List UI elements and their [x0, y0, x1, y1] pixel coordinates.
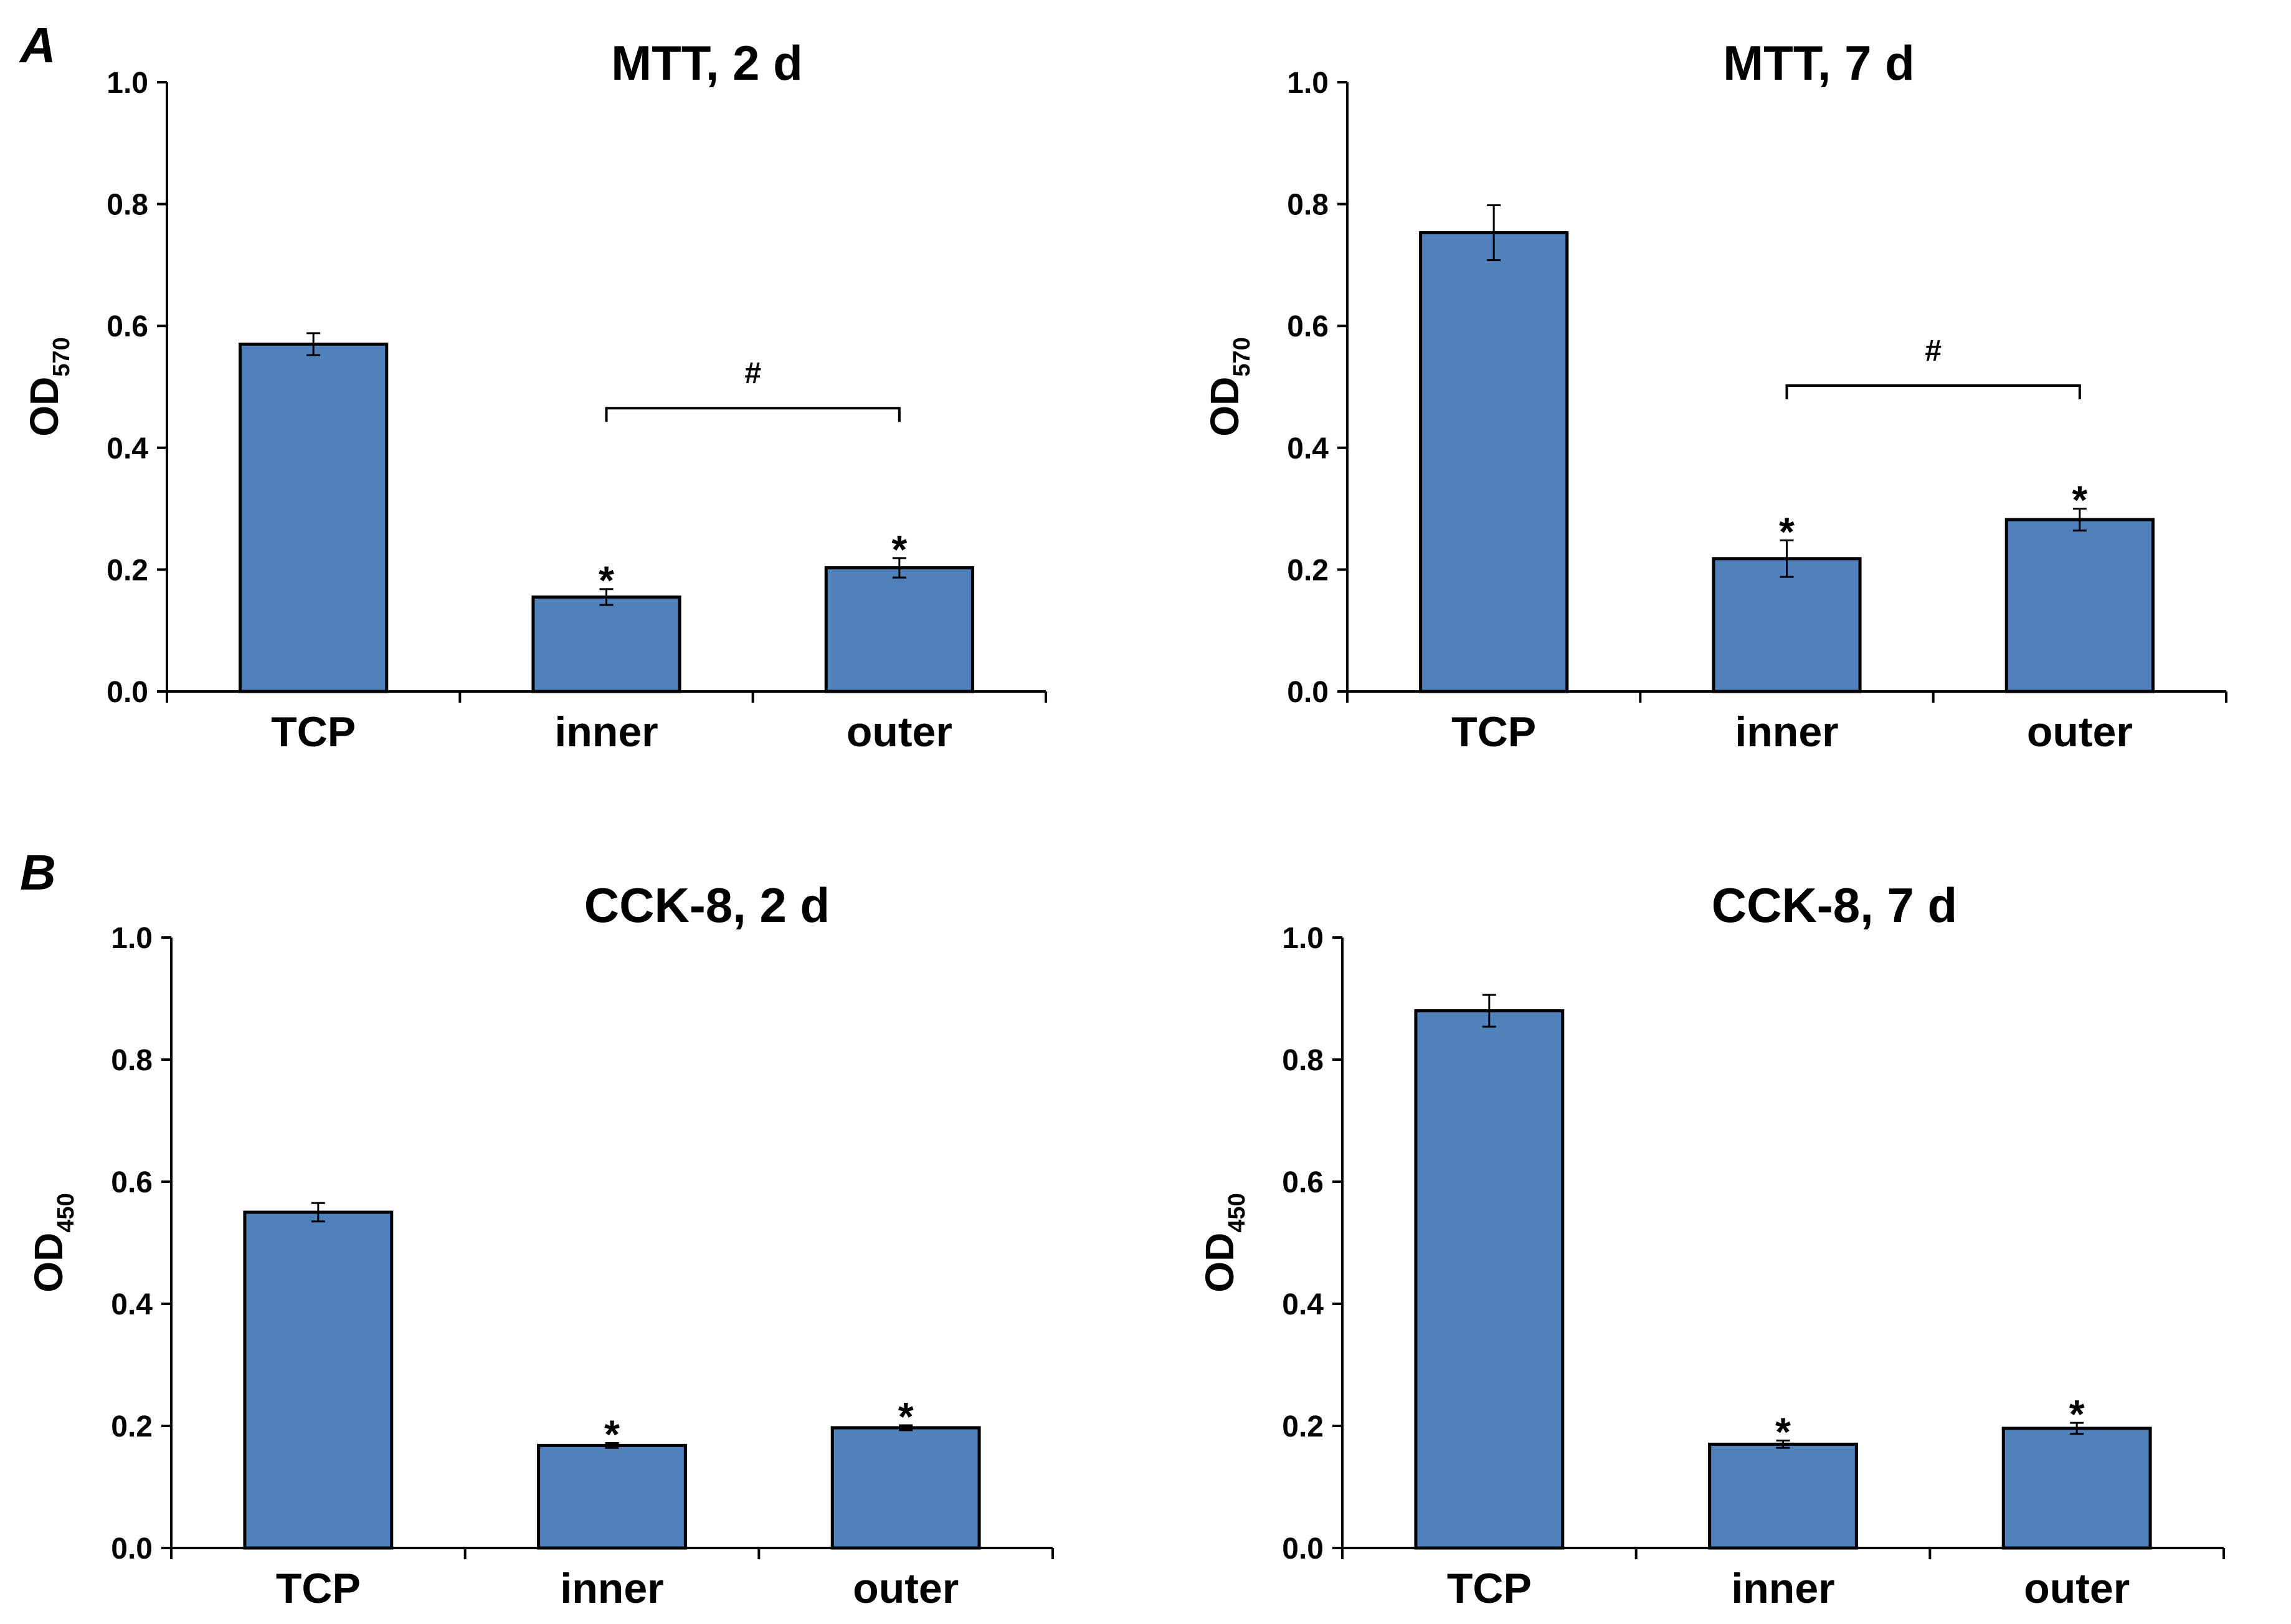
x-tick-label-TCP: TCP — [1447, 1565, 1532, 1612]
y-axis-label-main: OD — [1202, 377, 1247, 437]
significance-bracket — [1785, 384, 2081, 400]
y-tick-label: 0.6 — [1282, 1166, 1324, 1199]
chart-cck8-7d: CCK-8, 7 d OD450 0.0 0.2 0.4 0.6 0.8 1.0 TCP * inn… — [1197, 878, 2225, 1612]
bar-TCP — [239, 343, 389, 693]
x-tick-label-TCP: TCP — [276, 1565, 361, 1612]
y-tick-label: 0.6 — [111, 1166, 153, 1199]
y-tick-label: 0.8 — [111, 1044, 153, 1077]
x-tick-label-outer: outer — [847, 708, 952, 756]
x-tick-label-outer: outer — [853, 1565, 959, 1612]
chart-mtt-7d: MTT, 7 d OD570 0.0 0.2 0.4 0.6 0.8 1.0 TCP * inner… — [1202, 36, 2227, 756]
bar-outer — [2001, 1427, 2152, 1550]
significance-star: * — [2072, 478, 2087, 523]
y-tick-label: 0.4 — [107, 432, 148, 465]
y-tick-label: 0.2 — [1287, 554, 1329, 587]
y-axis-label-subscript: 450 — [53, 1193, 79, 1232]
y-tick-label: 0.8 — [1282, 1044, 1324, 1077]
significance-star: * — [1779, 509, 1795, 554]
bar-inner — [1708, 1442, 1858, 1550]
y-axis-label-main: OD — [22, 377, 67, 437]
x-tick-label-inner: inner — [1731, 1565, 1834, 1612]
y-axis-label-subscript: 450 — [1224, 1193, 1250, 1232]
significance-star: * — [604, 1412, 620, 1456]
bar-outer — [830, 1426, 981, 1550]
y-tick-label: 0.2 — [107, 554, 148, 587]
y-axis-label-subscript: 570 — [1229, 337, 1255, 376]
x-tick-label-outer: outer — [2024, 1565, 2130, 1612]
y-tick-label: 1.0 — [1287, 67, 1329, 100]
y-tick-label: 1.0 — [1282, 922, 1324, 955]
x-tick-label-TCP: TCP — [1451, 708, 1536, 756]
bar-inner — [1712, 557, 1862, 693]
bar-inner — [537, 1443, 687, 1550]
y-tick-label: 0.4 — [1282, 1288, 1324, 1321]
chart-title: MTT, 2 d — [611, 36, 803, 90]
x-tick-label-outer: outer — [2027, 708, 2133, 756]
y-tick-label: 0.0 — [107, 676, 148, 709]
bar-TCP — [1414, 1009, 1565, 1550]
y-tick-label: 0.8 — [107, 189, 148, 222]
significance-star: * — [1775, 1410, 1791, 1455]
y-tick-label: 0.6 — [107, 310, 148, 343]
y-tick-label: 0.8 — [1287, 189, 1329, 222]
x-tick-label-inner: inner — [1735, 708, 1838, 756]
x-tick-label-TCP: TCP — [271, 708, 356, 756]
y-tick-label: 0.4 — [1287, 432, 1329, 465]
y-tick-label: 0.0 — [111, 1532, 153, 1565]
y-tick-label: 0.4 — [111, 1288, 153, 1321]
y-axis-label: OD450 — [26, 1193, 79, 1292]
significance-hash: # — [1925, 335, 1942, 368]
y-axis-label: OD570 — [1202, 337, 1255, 436]
y-tick-label: 1.0 — [111, 922, 153, 955]
y-tick-label: 1.0 — [107, 67, 148, 100]
bar-TCP — [243, 1210, 394, 1550]
chart-title: CCK-8, 7 d — [1712, 878, 1957, 933]
y-tick-label: 0.0 — [1282, 1532, 1324, 1565]
y-tick-label: 0.6 — [1287, 310, 1329, 343]
significance-star: * — [898, 1394, 914, 1439]
y-tick-label: 0.2 — [111, 1410, 153, 1443]
y-axis-label: OD450 — [1197, 1193, 1250, 1292]
x-tick-label-inner: inner — [554, 708, 658, 756]
y-tick-label: 0.0 — [1287, 676, 1329, 709]
chart-title: CCK-8, 2 d — [584, 878, 830, 933]
bar-outer — [2004, 518, 2155, 693]
significance-star: * — [2069, 1392, 2085, 1436]
significance-star: * — [599, 558, 614, 603]
panel-letter-a: A — [19, 17, 56, 73]
bar-TCP — [1419, 231, 1569, 693]
y-tick-label: 0.2 — [1282, 1410, 1324, 1443]
chart-mtt-2d: MTT, 2 d OD570 0.0 0.2 0.4 0.6 0.8 1.0 TCP * inner… — [22, 36, 1047, 756]
y-axis-label-main: OD — [1197, 1233, 1242, 1293]
panel-letter-b: B — [20, 845, 56, 900]
y-axis-label-main: OD — [26, 1233, 71, 1293]
bar-inner — [531, 595, 681, 693]
chart-cck8-2d: CCK-8, 2 d OD450 0.0 0.2 0.4 0.6 0.8 1.0 TCP * inn… — [26, 878, 1054, 1612]
bar-outer — [824, 566, 974, 693]
y-axis-label: OD570 — [22, 337, 75, 436]
significance-hash: # — [744, 357, 761, 390]
y-axis-label-subscript: 570 — [49, 337, 75, 376]
significance-bracket — [605, 407, 901, 422]
x-tick-label-inner: inner — [560, 1565, 663, 1612]
significance-star: * — [891, 527, 907, 572]
chart-title: MTT, 7 d — [1723, 36, 1915, 90]
